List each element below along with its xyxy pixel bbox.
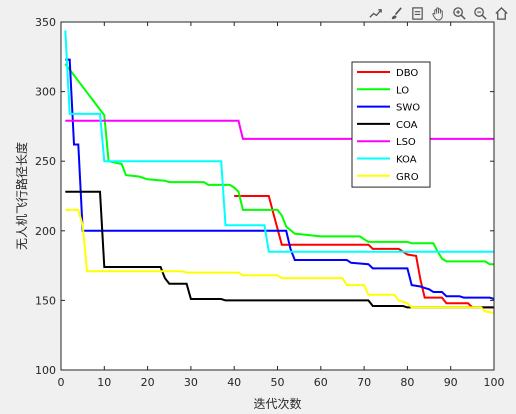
- axes-layer: 0 10 20 30 40 50 60 70 80 90 100 100 150 200 250 300 350: [35, 16, 505, 389]
- pan-hand-icon[interactable]: [429, 4, 447, 22]
- x-tick-label: 70: [357, 376, 371, 389]
- legend-label-gro: GRO: [396, 172, 419, 183]
- legend-label-swo: SWO: [396, 103, 420, 114]
- legend-label-lso: LSO: [396, 137, 416, 148]
- legend-label-lo: LO: [396, 85, 409, 96]
- series-line-swo: [65, 58, 495, 300]
- x-tick-label: 0: [58, 376, 65, 389]
- y-tick-label: 200: [35, 225, 56, 238]
- home-icon[interactable]: [492, 4, 510, 22]
- y-tick-label: 250: [35, 155, 56, 168]
- export-icon[interactable]: [366, 4, 384, 22]
- legend-label-dbo: DBO: [396, 68, 418, 79]
- axes-toolbar: [366, 4, 510, 22]
- series-line-gro: [65, 208, 495, 314]
- x-tick-label: 60: [314, 376, 328, 389]
- x-tick-label: 40: [227, 376, 241, 389]
- zoom-out-icon[interactable]: [471, 4, 489, 22]
- data-tip-icon[interactable]: [408, 4, 426, 22]
- series-line-koa: [64, 30, 494, 253]
- series-line-dbo: [234, 195, 494, 309]
- x-tick-label: 90: [444, 376, 458, 389]
- y-tick-label: 300: [35, 86, 56, 99]
- legend: DBO LO SWO COA LSO KOA GRO: [351, 61, 431, 188]
- x-tick-label: 50: [271, 376, 285, 389]
- series-line-lo: [64, 63, 494, 266]
- x-tick-label: 80: [400, 376, 414, 389]
- series-line-coa: [65, 190, 494, 309]
- y-tick-label: 100: [35, 364, 56, 377]
- legend-label-koa: KOA: [396, 155, 417, 166]
- y-axis-label: 无人机飞行路径长度: [14, 142, 29, 250]
- x-axis-label: 迭代次数: [253, 396, 301, 411]
- x-tick-label: 20: [141, 376, 155, 389]
- y-tick-label: 150: [35, 294, 56, 307]
- zoom-in-icon[interactable]: [450, 4, 468, 22]
- x-tick-label: 10: [97, 376, 111, 389]
- y-tick-label: 350: [35, 16, 56, 29]
- x-tick-label: 30: [184, 376, 198, 389]
- legend-label-coa: COA: [396, 120, 418, 131]
- brush-icon[interactable]: [387, 4, 405, 22]
- x-tick-label: 100: [484, 376, 505, 389]
